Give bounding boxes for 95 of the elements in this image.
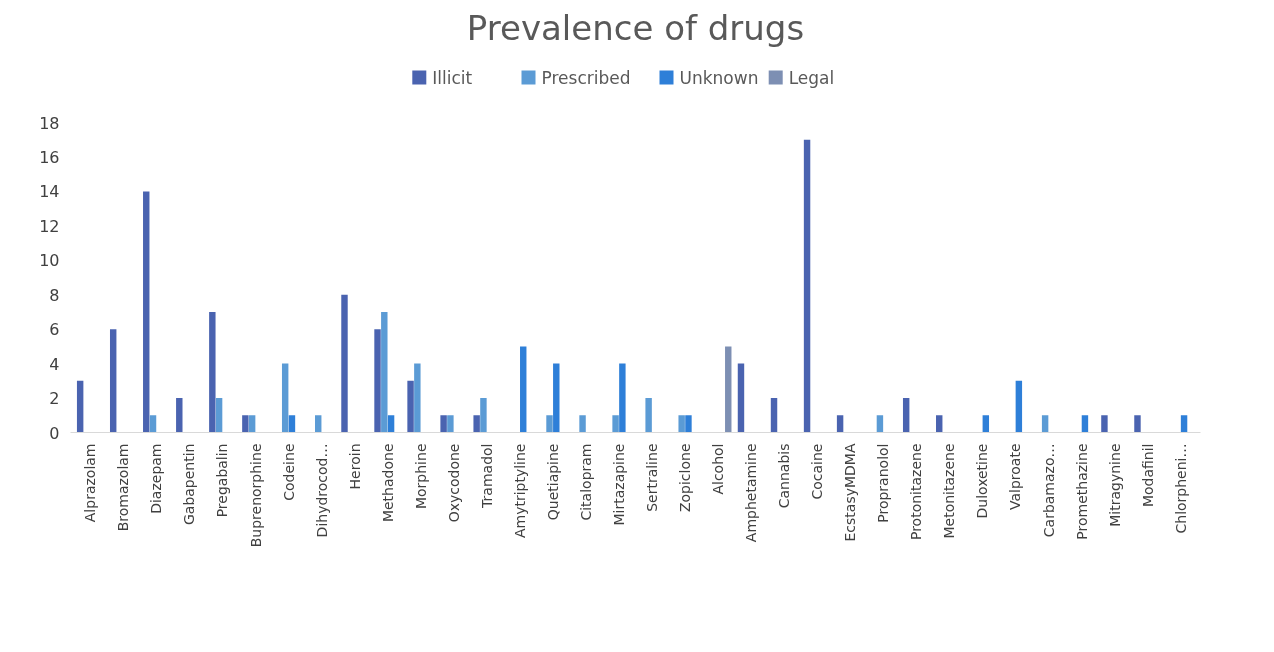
bar [685,415,692,433]
bar [1081,415,1089,433]
bar [1101,415,1108,433]
bar [109,329,117,433]
x-tick-label: Citalopram [577,443,594,521]
bar [737,363,745,433]
y-tick-label: 4 [49,354,60,374]
x-tick-label: Heroin [346,443,363,490]
bar [76,380,84,433]
y-tick-label: 14 [39,182,60,202]
x-tick-label: Amphetamine [743,443,760,543]
bar [936,415,943,433]
legend-label: Unknown [679,67,759,88]
x-tick-label: Alcohol [710,443,727,495]
bar [678,415,685,433]
y-tick-label: 12 [39,216,60,236]
bar [902,398,910,433]
bar [315,415,322,433]
y-tick-label: 16 [39,147,60,167]
bar [770,398,778,433]
x-tick-label: Cocaine [809,443,826,500]
bar [553,363,560,433]
x-tick-label: Oxycodone [445,443,462,523]
bar [645,398,652,433]
bar [982,415,990,433]
x-tick-label: Bromazolam [115,443,132,532]
bar [1015,380,1023,433]
x-tick-label: Chlorpheni… [1172,443,1189,534]
bar [803,139,811,433]
bar [374,329,381,433]
bar [414,363,421,433]
bar [143,191,150,433]
x-tick-label: Propranolol [875,443,892,523]
x-tick-label: Morphine [412,443,429,510]
bar [381,311,388,433]
x-tick-label: Cannabis [776,443,793,509]
bar [1180,415,1188,433]
x-tick-label: Diazepam [148,443,165,514]
bar [546,415,553,433]
x-tick-label: Quetiapine [544,443,561,521]
bar [480,398,487,433]
x-tick-label: Mirtazapine [610,443,627,526]
x-tick-label: Valproate [1007,443,1024,511]
x-tick-label: Duloxetine [974,443,991,519]
bar [281,363,289,433]
x-tick-label: Pregabalin [214,443,231,518]
y-tick-label: 8 [49,285,60,305]
bar [341,294,348,433]
bar [612,415,619,433]
x-tick-label: Sertraline [644,443,661,512]
x-tick-label: Buprenorphine [247,443,264,548]
bar [242,415,249,433]
x-tick-label: Amytriptyline [511,443,528,539]
bar [440,415,447,433]
y-tick-label: 6 [49,320,60,340]
bar [288,415,296,433]
x-tick-label: Promethazine [1073,443,1090,540]
x-tick-label: Carbamazo… [1040,443,1057,538]
bar [209,311,216,433]
bar [447,415,454,433]
x-tick-label: EcstasyMDMA [842,443,859,542]
x-tick-label: Protonitazene [908,443,925,541]
bar [149,415,157,433]
bar [176,398,183,433]
x-tick-label: Metonitazene [941,443,958,539]
bar [579,415,586,433]
y-tick-label: 10 [39,251,60,271]
bar [407,380,414,433]
x-tick-label: Tramadol [478,443,495,509]
x-tick-label: Dihydrocod… [313,443,330,538]
bar [876,415,884,433]
bar [520,346,527,433]
bar [1134,415,1141,433]
y-tick-label: 2 [49,389,60,409]
x-tick-label: Methadone [379,443,396,523]
legend-label: Illicit [432,67,473,88]
legend-label: Prescribed [541,67,631,88]
bar [473,415,480,433]
chart-title: Prevalence of drugs [466,7,805,48]
bar [1041,415,1049,433]
x-tick-label: Modafinil [1139,443,1156,508]
bar [725,346,732,433]
bar [248,415,256,433]
y-tick-label: 0 [49,423,60,443]
y-tick-label: 18 [39,113,60,133]
bar [619,363,626,433]
x-tick-label: Zopiclone [677,443,694,513]
legend-label: Legal [788,67,835,88]
x-tick-label: Alprazolam [82,443,99,523]
bar [215,398,223,433]
bar [836,415,844,433]
bar [387,415,395,433]
x-tick-label: Mitragynine [1106,443,1123,527]
x-tick-label: Codeine [280,443,297,501]
x-tick-label: Gabapentin [181,443,198,526]
